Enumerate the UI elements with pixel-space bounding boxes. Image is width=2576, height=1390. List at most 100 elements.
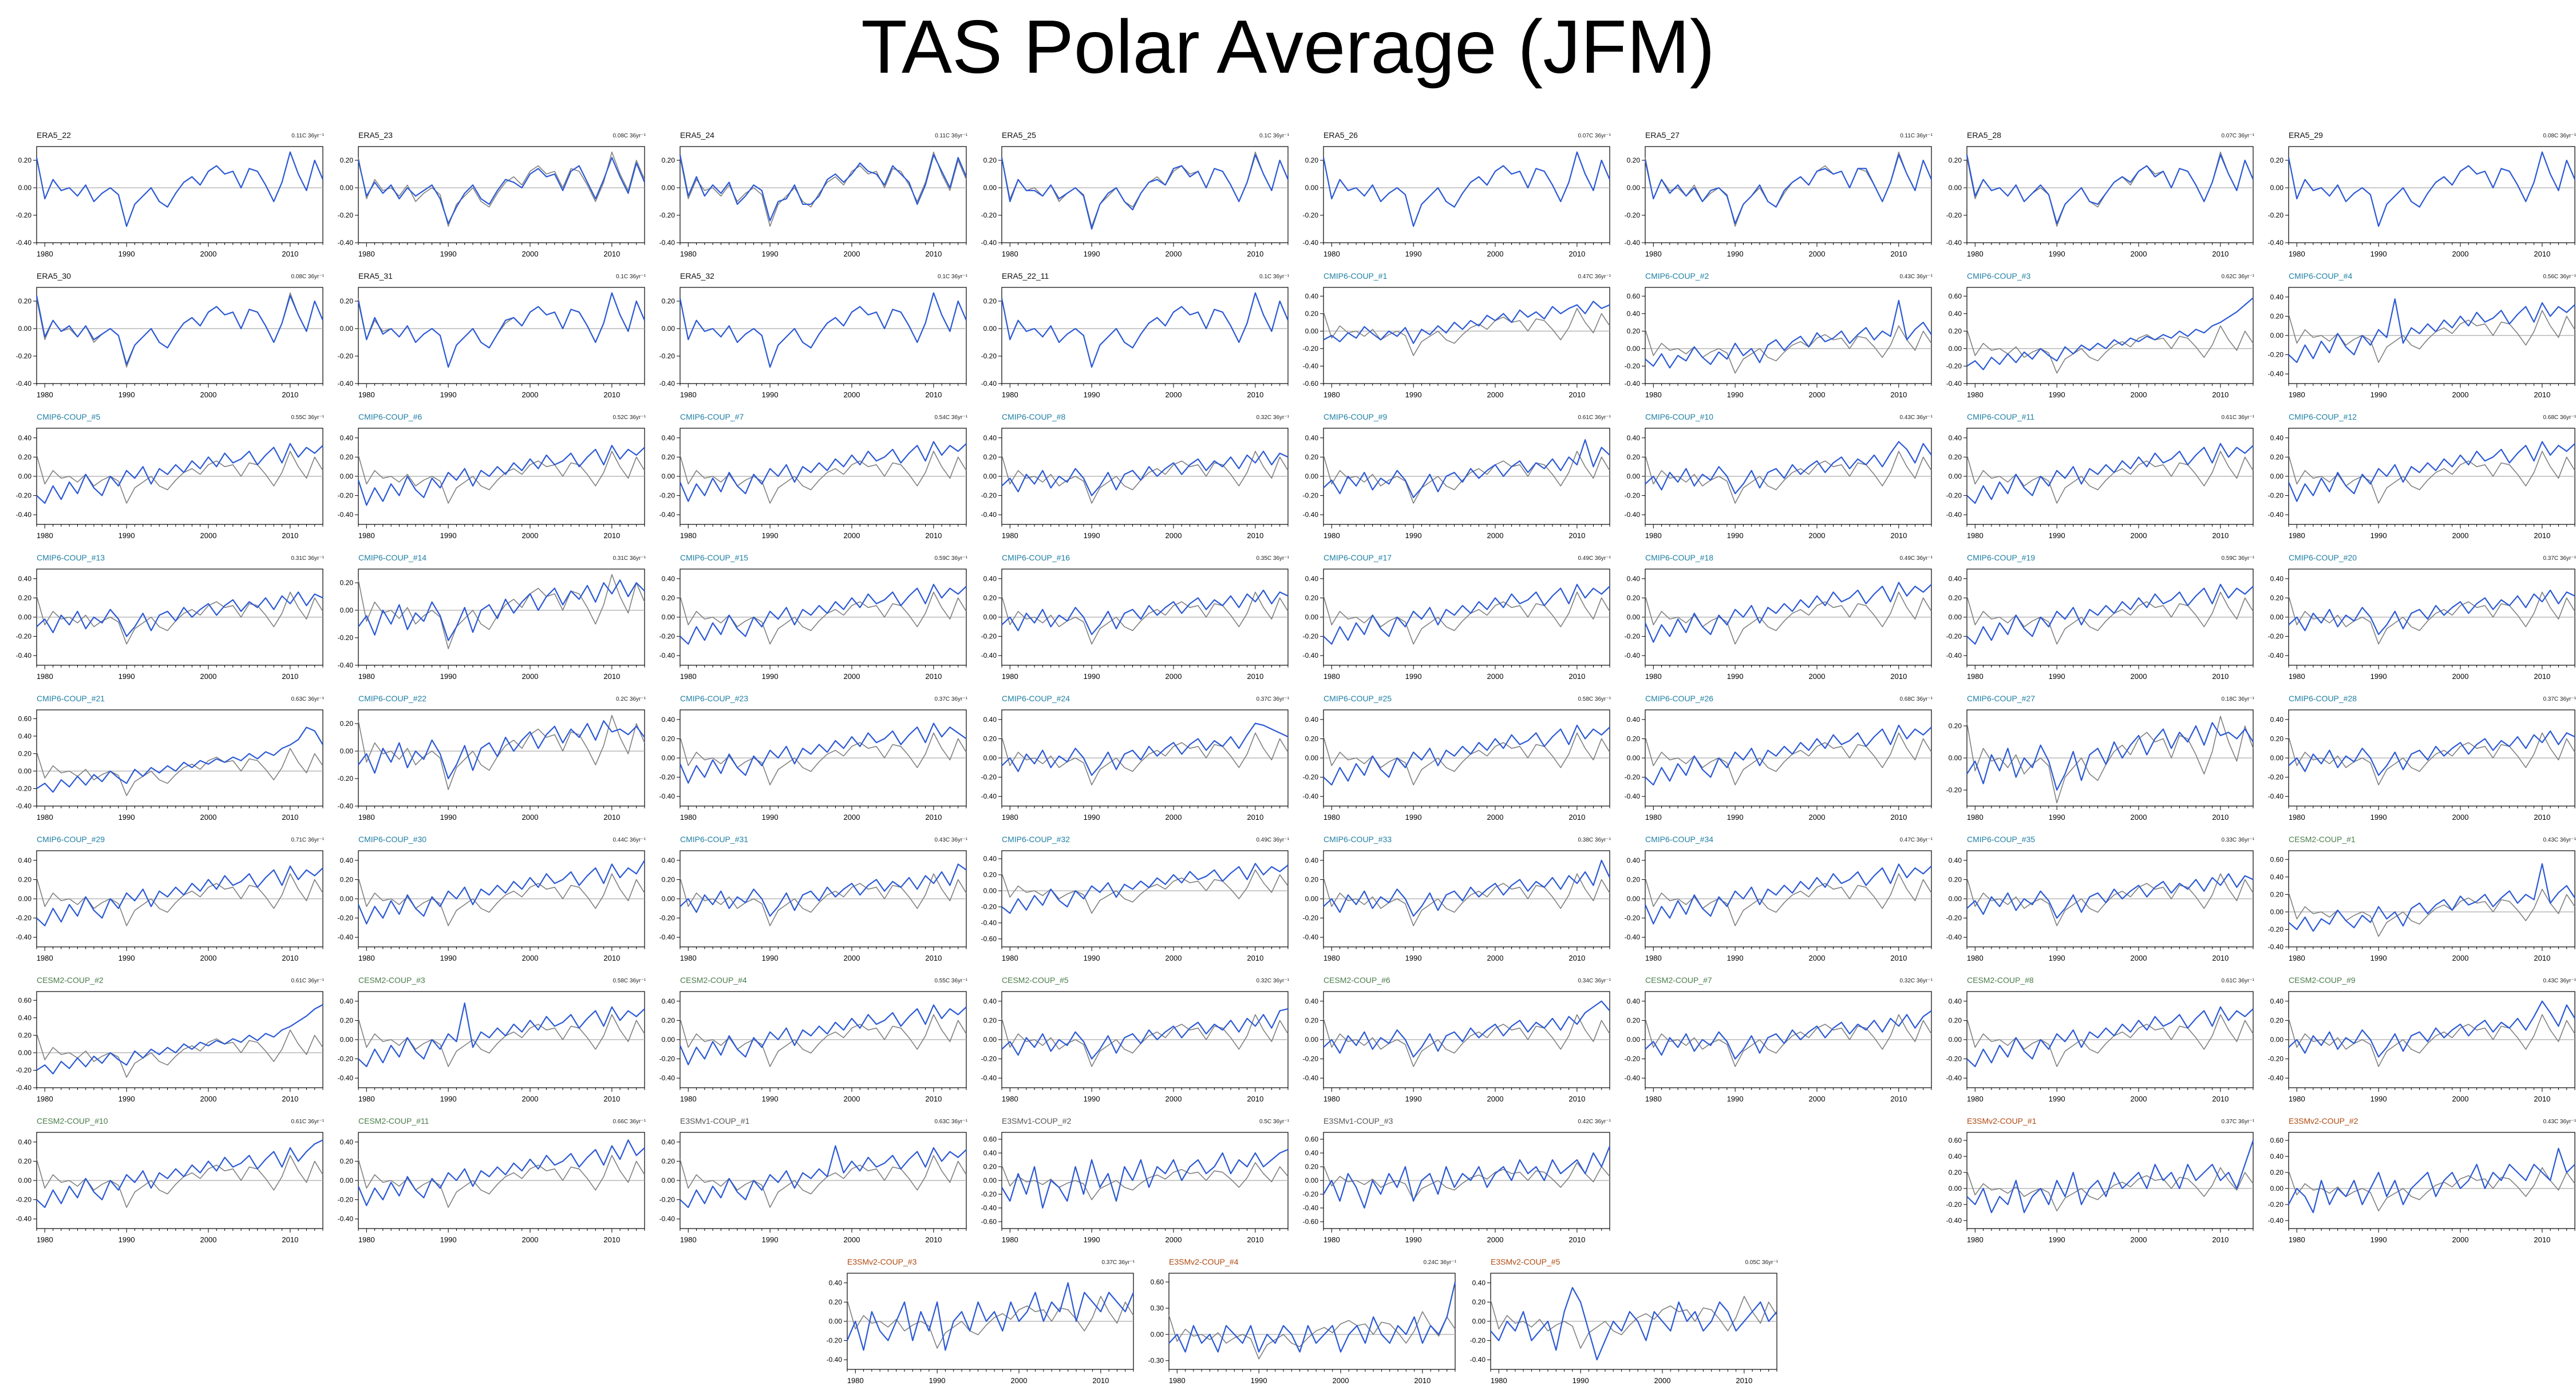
y-tick-label: -0.40 xyxy=(981,239,997,247)
y-tick-label: -0.40 xyxy=(659,1074,675,1082)
panel-name: E3SMv1-COUP_#1 xyxy=(680,1116,750,1126)
obs-series-line xyxy=(679,1014,967,1067)
chart-panel: E3SMv2-COUP_#3 0.37C 36yr⁻¹ -0.40 -0.20 0.00… xyxy=(813,1257,1135,1390)
y-tick-label: 0.20 xyxy=(1627,594,1641,602)
y-tick-label: 0.00 xyxy=(662,1176,675,1184)
chart-panel: CMIP6-COUP_#28 0.37C 36yr⁻¹ -0.40 -0.20 0.00… xyxy=(2254,694,2576,827)
model-series-line xyxy=(679,583,967,645)
chart-panel: CMIP6-COUP_#16 0.35C 36yr⁻¹ -0.40 -0.20 0.00… xyxy=(967,553,1289,686)
chart-panel: ERA5_30 0.08C 36yr⁻¹ -0.40 -0.20 0.00 0.20 198… xyxy=(2,271,324,404)
x-tick-label: 1980 xyxy=(37,531,53,540)
panel-trend-label: 0.08C 36yr⁻¹ xyxy=(2543,133,2576,139)
y-tick-label: -0.40 xyxy=(659,511,675,519)
y-tick-label: -0.20 xyxy=(981,492,997,500)
panel-svg: -0.30 0.00 0.30 0.60 1980 1990 2000 2010 xyxy=(1148,1273,1456,1385)
y-tick-label: -0.40 xyxy=(1303,1074,1319,1082)
y-tick-label: 0.20 xyxy=(340,720,354,728)
x-tick-label: 1980 xyxy=(1645,531,1662,540)
x-tick-label: 1980 xyxy=(1169,1376,1186,1385)
x-tick-label: 2000 xyxy=(2452,390,2469,399)
obs-series-line xyxy=(1323,307,1610,356)
panel-name: CESM2-COUP_#7 xyxy=(1645,976,1712,985)
chart-panel: CMIP6-COUP_#9 0.61C 36yr⁻¹ -0.40 -0.20 0.00 0… xyxy=(1289,412,1611,545)
x-tick-label: 1980 xyxy=(1002,531,1018,540)
chart-panel: CMIP6-COUP_#12 0.68C 36yr⁻¹ -0.40 -0.20 0.00… xyxy=(2254,412,2576,545)
x-tick-label: 1980 xyxy=(1002,954,1018,962)
x-tick-label: 2010 xyxy=(2534,531,2550,540)
obs-series-line xyxy=(1966,591,2254,645)
model-series-line xyxy=(679,1004,967,1065)
panel-trend-label: 0.63C 36yr⁻¹ xyxy=(934,1119,967,1125)
panel-svg: -0.40 -0.20 0.00 0.20 0.40 1980 1990 2000 2010 xyxy=(2268,709,2575,822)
y-tick-label: 0.20 xyxy=(1305,594,1319,602)
y-tick-label: 0.00 xyxy=(1949,184,1962,192)
x-tick-label: 2000 xyxy=(200,250,217,258)
y-tick-label: 0.40 xyxy=(1627,716,1641,724)
obs-series-line xyxy=(1001,1162,1289,1201)
panel-trend-label: 0.62C 36yr⁻¹ xyxy=(2221,274,2254,280)
panel-trend-label: 0.37C 36yr⁻¹ xyxy=(2221,1119,2254,1125)
x-tick-label: 1990 xyxy=(2370,250,2387,258)
x-tick-label: 1990 xyxy=(118,1235,135,1244)
panel-name: ERA5_32 xyxy=(680,271,714,281)
y-tick-label: -0.40 xyxy=(981,511,997,519)
x-tick-label: 1990 xyxy=(1573,1376,1589,1385)
obs-series-line xyxy=(1323,1014,1610,1067)
y-tick-label: -0.20 xyxy=(1625,362,1641,370)
y-tick-label: 0.20 xyxy=(1949,453,1962,461)
panel-svg: -0.40 -0.20 0.00 0.20 0.40 1980 1990 2000 2010 xyxy=(659,568,967,681)
x-tick-label: 1980 xyxy=(2289,531,2305,540)
panel-name: ERA5_26 xyxy=(1323,131,1358,140)
y-tick-label: -0.20 xyxy=(981,1055,997,1063)
x-tick-label: 2010 xyxy=(1568,813,1585,822)
obs-series-line xyxy=(1323,732,1610,785)
y-tick-label: 0.40 xyxy=(18,575,32,583)
panel-trend-label: 0.32C 36yr⁻¹ xyxy=(1256,414,1289,421)
y-tick-label: -0.40 xyxy=(1303,511,1319,519)
y-tick-label: 0.00 xyxy=(2270,331,2284,339)
panel-name: ERA5_25 xyxy=(1002,131,1036,140)
y-tick-label: -0.40 xyxy=(2268,370,2284,378)
x-tick-label: 1990 xyxy=(2049,1095,2065,1103)
x-tick-label: 2000 xyxy=(522,390,539,399)
panel-trend-label: 0.56C 36yr⁻¹ xyxy=(2543,274,2576,280)
chart-panel: CMIP6-COUP_#3 0.62C 36yr⁻¹ -0.40 -0.20 0.00 0… xyxy=(1933,271,2254,404)
panel-trend-label: 0.31C 36yr⁻¹ xyxy=(291,555,324,562)
model-series-line xyxy=(679,292,967,368)
panel-svg: -0.60 -0.40 -0.20 0.00 0.20 0.40 0.60 1980 1990 2… xyxy=(1303,1132,1611,1244)
y-tick-label: 0.00 xyxy=(1305,613,1319,621)
chart-panel: CMIP6-COUP_#30 0.44C 36yr⁻¹ -0.40 -0.20 0.00… xyxy=(324,835,646,968)
x-tick-label: 1980 xyxy=(1645,1095,1662,1103)
panel-svg: -0.40 -0.20 0.00 0.20 0.40 1980 1990 2000 2010 xyxy=(338,428,645,540)
x-tick-label: 2010 xyxy=(282,672,298,681)
x-tick-label: 2010 xyxy=(1414,1376,1431,1385)
panel-svg: -0.60 -0.40 -0.20 0.00 0.20 0.40 1980 1990 2000 2… xyxy=(1303,287,1610,399)
chart-panel: CMIP6-COUP_#6 0.52C 36yr⁻¹ -0.40 -0.20 0.00 0… xyxy=(324,412,646,545)
y-tick-label: -0.40 xyxy=(1303,792,1319,800)
y-tick-label: 0.60 xyxy=(1151,1278,1164,1286)
model-series-line xyxy=(679,722,967,784)
axes-frame xyxy=(1966,146,2254,243)
y-tick-label: 0.40 xyxy=(1305,1149,1319,1157)
chart-panel: CMIP6-COUP_#25 0.58C 36yr⁻¹ -0.40 -0.20 0.00… xyxy=(1289,694,1611,827)
panel-name: CESM2-COUP_#10 xyxy=(37,1116,108,1126)
obs-series-line xyxy=(1323,591,1610,645)
panel-svg: -0.40 -0.20 0.00 0.20 0.40 1980 1990 2000 2010 xyxy=(2268,287,2575,399)
chart-panel: CMIP6-COUP_#24 0.37C 36yr⁻¹ -0.40 -0.20 0.00… xyxy=(967,694,1289,827)
y-tick-label: 0.00 xyxy=(340,606,354,614)
y-tick-label: 0.40 xyxy=(18,732,32,740)
x-tick-label: 2000 xyxy=(2131,813,2147,822)
y-tick-label: -0.20 xyxy=(2268,1055,2284,1063)
x-tick-label: 2000 xyxy=(1165,390,1182,399)
model-series-line xyxy=(1001,154,1289,230)
y-tick-label: 0.20 xyxy=(2270,890,2284,898)
x-tick-label: 1980 xyxy=(37,390,53,399)
y-tick-label: -0.20 xyxy=(659,1196,675,1204)
obs-series-line xyxy=(679,591,967,645)
y-tick-label: -0.60 xyxy=(1303,380,1319,388)
panel-name: CMIP6-COUP_#32 xyxy=(1002,835,1070,844)
panel-trend-label: 0.49C 36yr⁻¹ xyxy=(1578,555,1611,562)
panel-trend-label: 0.68C 36yr⁻¹ xyxy=(1899,696,1933,702)
y-tick-label: 0.00 xyxy=(1305,1176,1319,1184)
y-tick-label: -0.40 xyxy=(659,792,675,800)
